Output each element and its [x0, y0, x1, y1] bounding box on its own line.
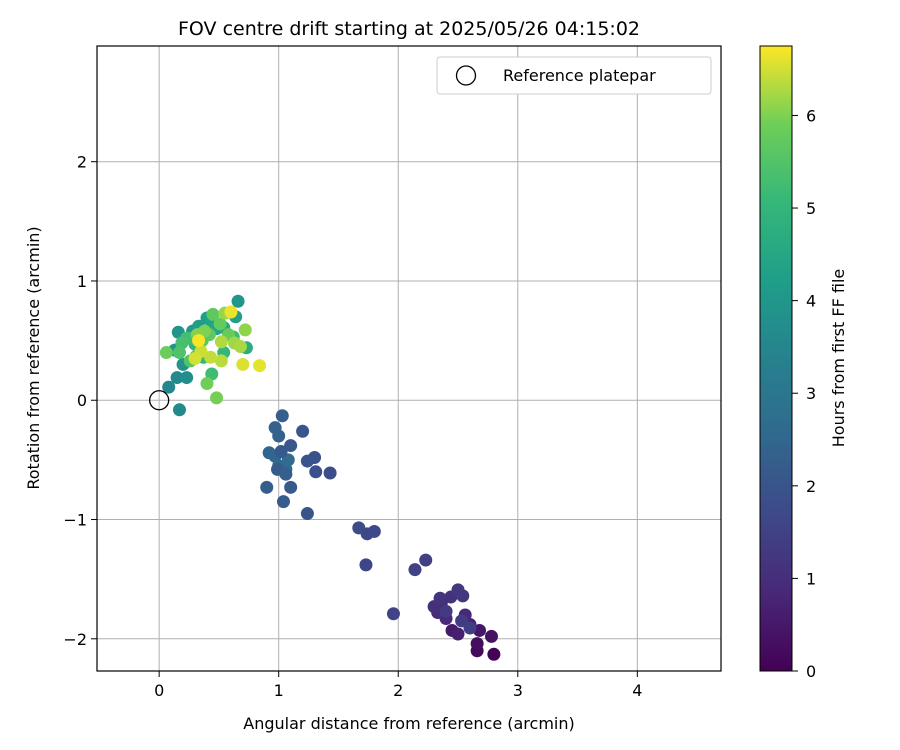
data-point: [419, 553, 433, 567]
data-point: [296, 424, 310, 438]
data-point: [439, 604, 453, 618]
data-point: [159, 346, 173, 360]
data-point: [284, 439, 298, 453]
data-point: [300, 454, 314, 468]
reference-marker: [149, 390, 170, 411]
data-point: [274, 445, 288, 459]
colorbar-tick-label: 6: [806, 106, 816, 125]
data-point: [213, 317, 227, 331]
legend-box: [436, 56, 712, 95]
x-tick-label: 1: [274, 681, 284, 700]
plot-frame: [96, 45, 722, 672]
data-point: [172, 346, 186, 360]
data-point: [484, 629, 498, 643]
data-point: [284, 480, 298, 494]
data-point: [433, 591, 447, 605]
data-point: [323, 466, 337, 480]
colorbar-tick-label: 0: [806, 662, 816, 681]
data-point: [210, 391, 224, 405]
y-tick-label: 0: [77, 391, 87, 410]
data-point: [300, 507, 314, 521]
data-point: [238, 323, 252, 337]
chart-title: FOV centre drift starting at 2025/05/26 …: [178, 18, 640, 40]
legend-label: Reference platepar: [503, 66, 656, 85]
data-point: [170, 371, 184, 385]
data-point: [386, 607, 400, 621]
colorbar-tick-label: 1: [806, 569, 816, 588]
data-point: [180, 371, 194, 385]
grid-lines: [97, 46, 721, 671]
data-point: [162, 380, 176, 394]
x-tick-label: 3: [513, 681, 523, 700]
data-point: [204, 350, 218, 364]
y-tick-label: −1: [63, 511, 87, 530]
y-axis-ticks: −2 −1 0 1 2: [63, 153, 97, 649]
x-axis-ticks: 0 1 2 3 4: [154, 671, 642, 700]
x-axis-label: Angular distance from reference (arcmin): [243, 714, 574, 733]
data-point: [408, 563, 422, 577]
data-point: [253, 359, 267, 373]
data-point: [279, 467, 293, 481]
data-point: [233, 340, 247, 354]
data-point: [352, 521, 366, 535]
data-point: [206, 307, 220, 321]
x-tick-label: 0: [154, 681, 164, 700]
x-tick-label: 2: [393, 681, 403, 700]
y-tick-label: −2: [63, 630, 87, 649]
colorbar-gradient: [759, 45, 793, 672]
colorbar-tick-label: 5: [806, 199, 816, 218]
data-point: [359, 558, 373, 572]
colorbar-tick-label: 4: [806, 292, 816, 311]
legend: Reference platepar: [436, 56, 712, 95]
data-point: [275, 409, 289, 423]
data-point: [231, 294, 245, 308]
data-point: [200, 377, 214, 391]
y-tick-label: 1: [77, 272, 87, 291]
data-point: [236, 357, 250, 371]
data-point: [224, 305, 238, 319]
scatter-points: [159, 294, 501, 661]
colorbar-ticks: 0 1 2 3 4 5 6: [792, 106, 816, 681]
data-point: [276, 495, 290, 509]
data-point: [456, 589, 470, 603]
data-point: [214, 354, 228, 368]
data-point: [192, 334, 206, 348]
data-point: [463, 621, 477, 635]
colorbar: 0 1 2 3 4 5 6 Hours from first FF file: [759, 45, 848, 681]
x-tick-label: 4: [632, 681, 642, 700]
colorbar-tick-label: 2: [806, 477, 816, 496]
data-point: [172, 403, 186, 417]
data-point: [260, 480, 274, 494]
y-axis-label: Rotation from reference (arcmin): [24, 226, 43, 489]
data-point: [309, 465, 323, 479]
reference-point: [149, 390, 170, 411]
data-point: [188, 352, 202, 365]
colorbar-tick-label: 3: [806, 384, 816, 403]
data-point: [272, 429, 286, 443]
data-point: [214, 335, 228, 349]
legend-marker: [455, 65, 477, 86]
data-point: [470, 637, 484, 651]
data-point: [367, 524, 381, 538]
data-point: [451, 627, 465, 641]
y-tick-label: 2: [77, 153, 87, 172]
colorbar-label: Hours from first FF file: [829, 269, 848, 448]
data-point: [487, 647, 501, 661]
